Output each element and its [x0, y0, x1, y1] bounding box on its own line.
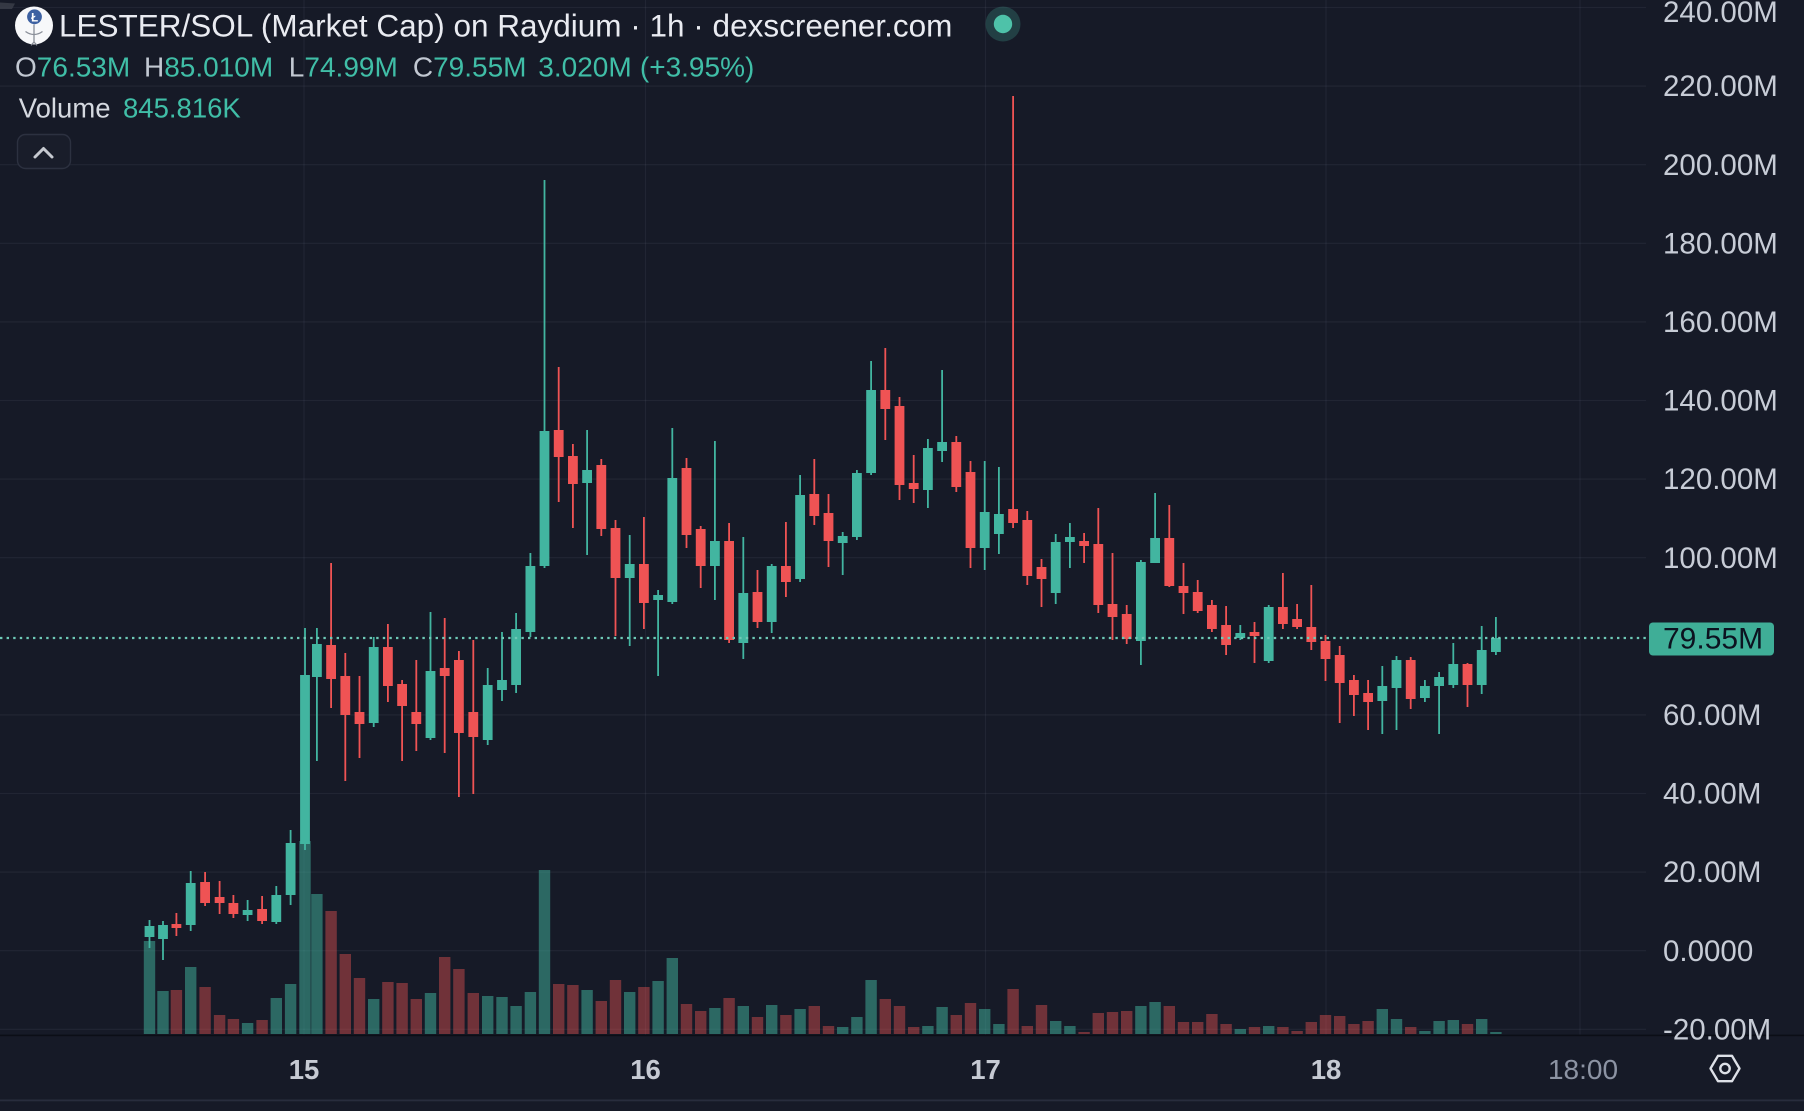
svg-text:120.00M: 120.00M — [1663, 463, 1778, 496]
svg-text:LESTER/SOL (Market Cap) on Ray: LESTER/SOL (Market Cap) on Raydium · 1h … — [59, 8, 952, 44]
svg-text:180.00M: 180.00M — [1663, 227, 1778, 260]
svg-text:18:00: 18:00 — [1548, 1054, 1618, 1085]
svg-text:160.00M: 160.00M — [1663, 306, 1778, 339]
svg-text:18: 18 — [1311, 1054, 1342, 1085]
svg-text:-20.00M: -20.00M — [1663, 1013, 1771, 1046]
svg-text:0.0000: 0.0000 — [1663, 935, 1753, 968]
svg-text:17: 17 — [970, 1054, 1001, 1085]
svg-text:60.00M: 60.00M — [1663, 699, 1761, 732]
svg-text:Ł: Ł — [31, 12, 38, 24]
svg-text:100.00M: 100.00M — [1663, 542, 1778, 575]
svg-text:140.00M: 140.00M — [1663, 385, 1778, 418]
svg-text:20.00M: 20.00M — [1663, 856, 1761, 889]
svg-text:79.55M: 79.55M — [1663, 623, 1763, 656]
svg-text:240.00M: 240.00M — [1663, 0, 1778, 29]
svg-text:16: 16 — [630, 1054, 661, 1085]
svg-text:40.00M: 40.00M — [1663, 778, 1761, 811]
svg-text:15: 15 — [289, 1054, 320, 1085]
svg-text:220.00M: 220.00M — [1663, 70, 1778, 103]
svg-text:200.00M: 200.00M — [1663, 149, 1778, 182]
